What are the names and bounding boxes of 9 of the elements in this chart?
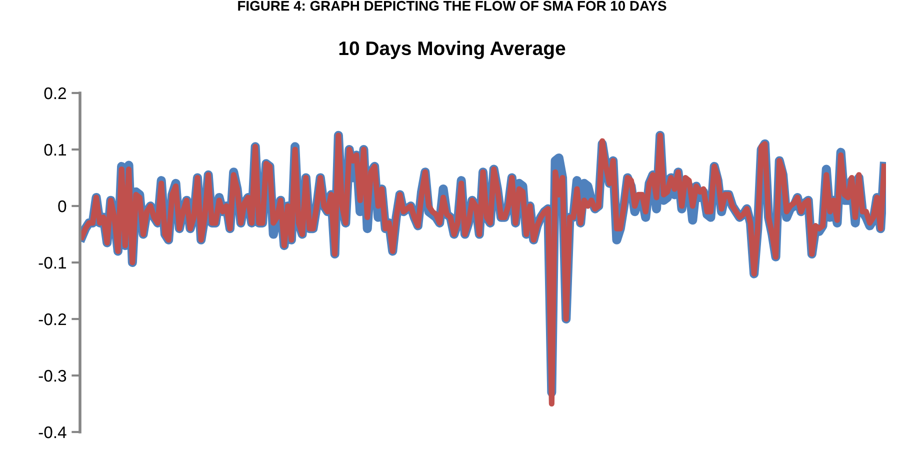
y-tick-label: -0.2	[38, 313, 66, 326]
y-tick-label: 0.1	[44, 144, 66, 156]
y-tick-label: -0.4	[38, 426, 66, 438]
y-tick-label: 0.2	[44, 87, 66, 100]
y-tick-label: 0	[58, 200, 66, 212]
chart-title: 10 Days Moving Average	[339, 40, 566, 60]
caption: FIGURE 4: GRAPH DEPICTING THE FLOW OF SMA FOR 10 DAYS	[238, 0, 666, 11]
y-tick-label: -0.1	[38, 256, 66, 269]
y-tick-label: -0.3	[38, 370, 66, 382]
